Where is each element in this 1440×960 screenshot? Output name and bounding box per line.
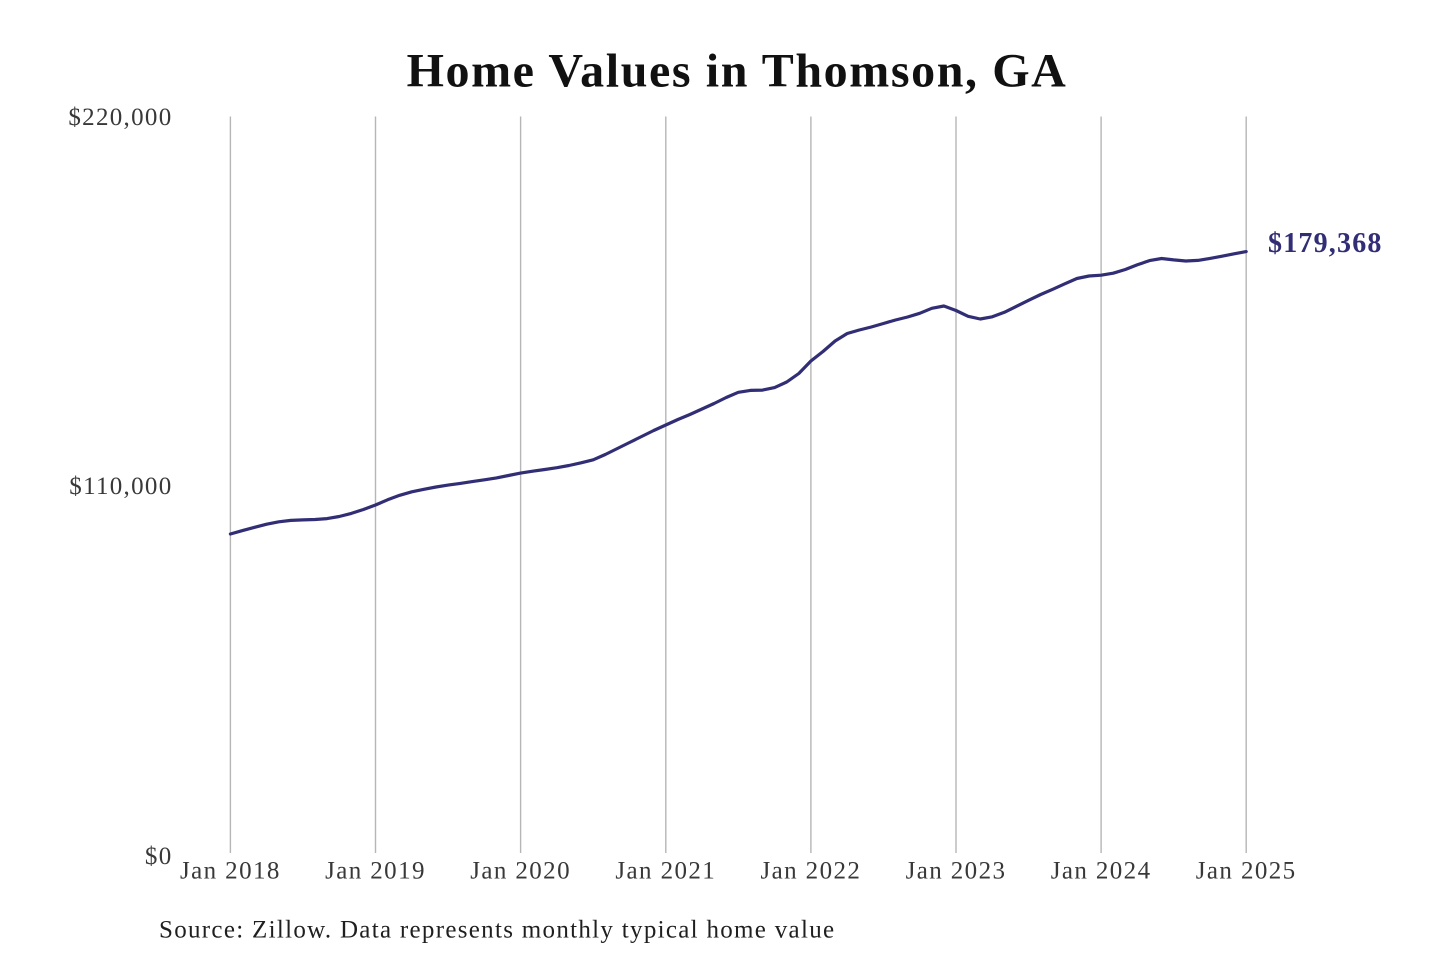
svg-text:$179,368: $179,368 bbox=[1268, 228, 1383, 259]
svg-text:Jan 2023: Jan 2023 bbox=[906, 858, 1007, 885]
svg-text:$0: $0 bbox=[145, 843, 173, 870]
svg-text:Jan 2020: Jan 2020 bbox=[470, 858, 571, 885]
svg-text:Jan 2024: Jan 2024 bbox=[1051, 858, 1152, 885]
svg-text:Jan 2022: Jan 2022 bbox=[761, 858, 862, 885]
svg-text:Home Values in Thomson, GA: Home Values in Thomson, GA bbox=[407, 45, 1068, 98]
svg-text:Jan 2021: Jan 2021 bbox=[615, 858, 716, 885]
svg-text:$220,000: $220,000 bbox=[68, 104, 172, 131]
svg-text:Jan 2018: Jan 2018 bbox=[180, 858, 281, 885]
svg-text:$110,000: $110,000 bbox=[69, 473, 172, 500]
svg-text:Jan 2025: Jan 2025 bbox=[1196, 858, 1297, 885]
svg-text:Jan 2019: Jan 2019 bbox=[325, 858, 426, 885]
svg-text:Source: Zillow. Data represent: Source: Zillow. Data represents monthly … bbox=[159, 917, 835, 944]
